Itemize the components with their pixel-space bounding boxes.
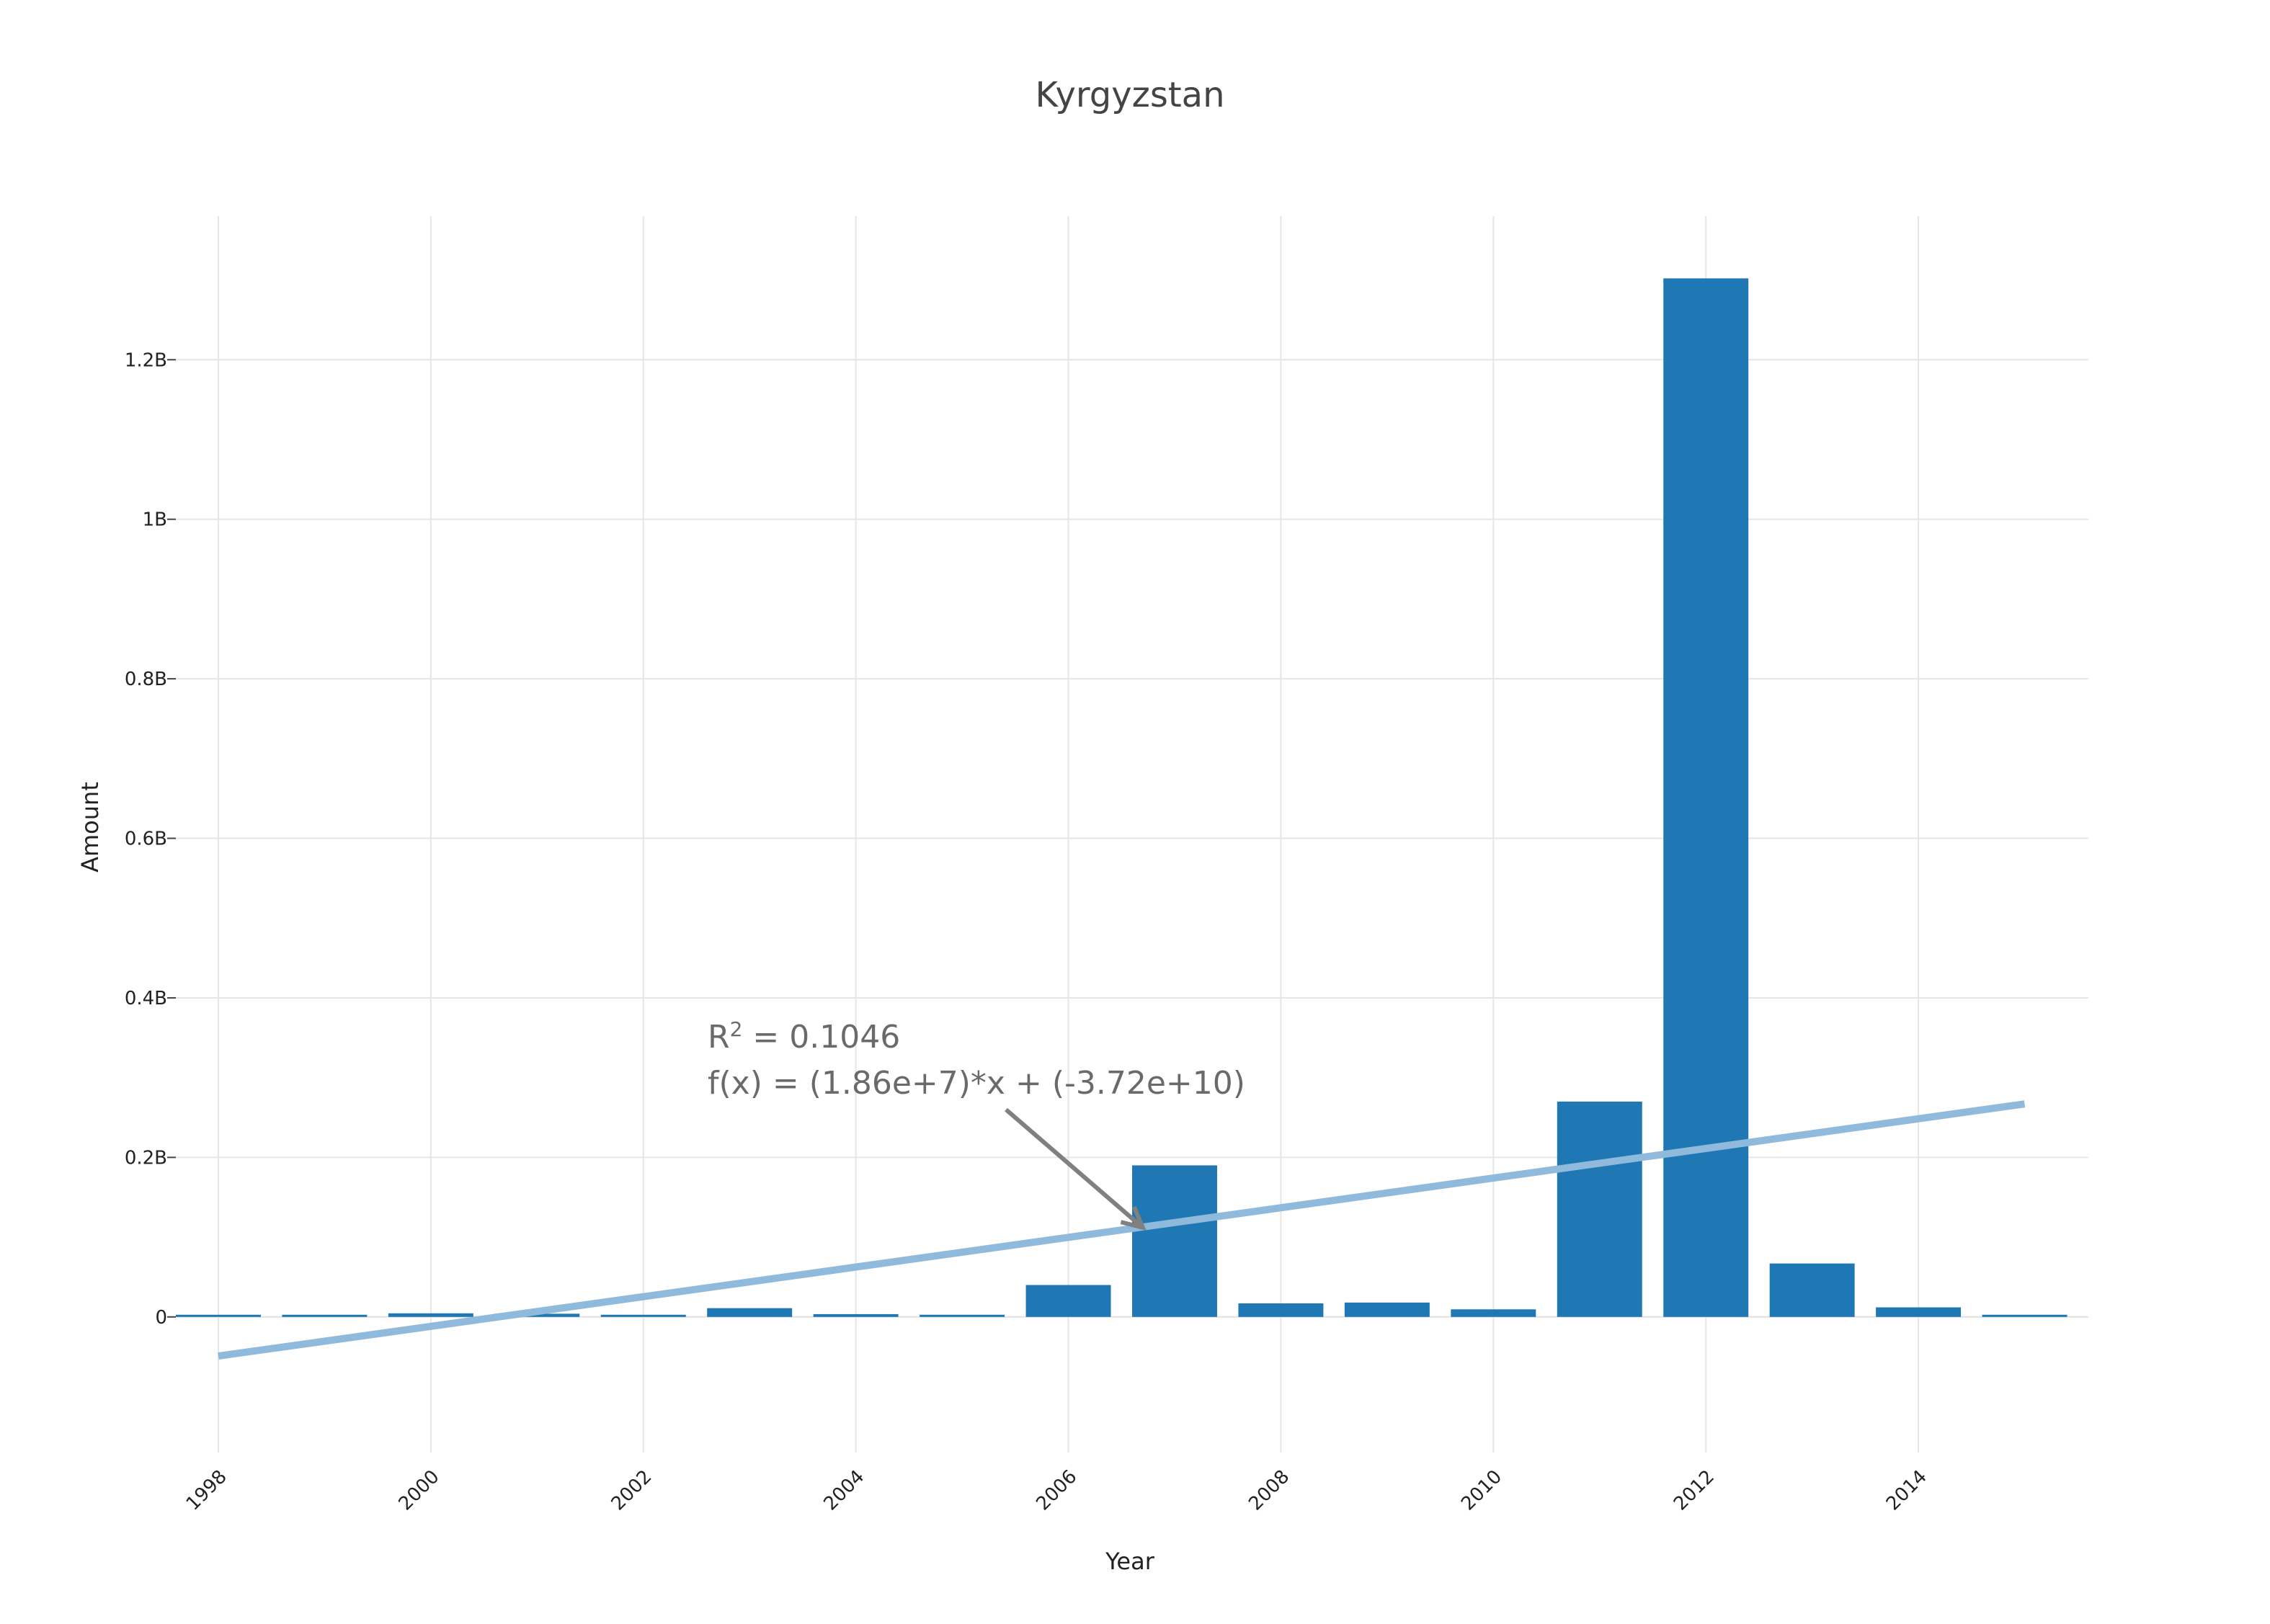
x-tick-label: 2012 [1670, 1466, 1719, 1515]
bar-2003 [707, 1308, 793, 1317]
regression-equation: f(x) = (1.86e+7)*x + (-3.72e+10) [708, 1065, 1245, 1102]
bar-2000 [388, 1313, 473, 1317]
bar-2015 [1982, 1314, 2068, 1317]
bar-2012 [1663, 278, 1749, 1317]
bar-2011 [1557, 1101, 1642, 1317]
x-tick-label: 2004 [819, 1466, 868, 1515]
y-tick-label: 0.4B [125, 988, 167, 1009]
x-tick-label: 2006 [1032, 1466, 1081, 1515]
x-tick-label: 1998 [182, 1466, 231, 1515]
bar-2014 [1876, 1307, 1962, 1317]
bar-1998 [176, 1314, 261, 1317]
x-tick-label: 2014 [1882, 1466, 1931, 1515]
bar-1999 [282, 1314, 368, 1317]
y-axis-title: Amount [76, 782, 104, 873]
x-axis-title: Year [1105, 1548, 1155, 1575]
r-squared-label: R2 = 0.1046 [708, 1017, 900, 1056]
bars [176, 278, 2068, 1317]
bar-2002 [600, 1314, 686, 1317]
chart-title: Kyrgyzstan [1035, 75, 1224, 115]
bar-2008 [1238, 1303, 1324, 1317]
bar-2006 [1025, 1285, 1111, 1317]
y-tick-label: 1.2B [125, 349, 167, 371]
gridlines [176, 216, 2088, 1453]
y-tick-label: 0.6B [125, 829, 167, 850]
bar-2001 [494, 1313, 580, 1317]
bar-2009 [1344, 1302, 1430, 1317]
bar-2004 [813, 1313, 899, 1317]
annotation-arrowhead [1120, 1205, 1147, 1231]
bar-2005 [920, 1314, 1005, 1317]
x-tick-label: 2002 [607, 1466, 656, 1515]
annotation-layer: R2 = 0.1046 f(x) = (1.86e+7)*x + (-3.72e+… [708, 1017, 1245, 1231]
trendline [218, 1100, 2026, 1360]
x-tick-label: 2008 [1245, 1466, 1294, 1515]
annotation-arrow-line [1005, 1107, 1144, 1230]
y-tick-label: 0.8B [125, 669, 167, 690]
bar-2007 [1132, 1165, 1217, 1317]
bar-2010 [1451, 1309, 1536, 1317]
x-tick-label: 2000 [395, 1466, 444, 1515]
y-tick-label: 0 [155, 1307, 167, 1329]
x-tick-label: 2010 [1457, 1466, 1506, 1515]
y-tick-label: 1B [143, 509, 167, 531]
bar-2013 [1769, 1263, 1855, 1317]
axes: 1998 2000 2002 2004 2006 2008 2010 2012 2014 0 0.2… [125, 349, 1931, 1514]
y-tick-label: 0.2B [125, 1147, 167, 1169]
trendline-layer [218, 1100, 2026, 1360]
